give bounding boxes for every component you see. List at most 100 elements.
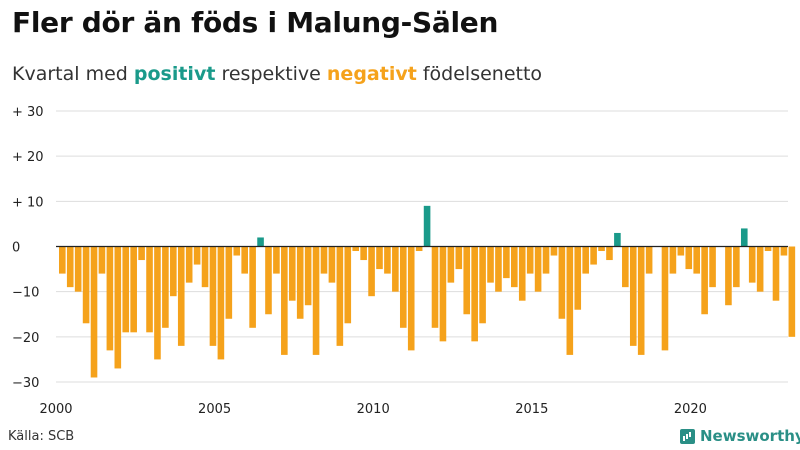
bar-negative: [217, 246, 225, 360]
bar-negative: [273, 246, 280, 274]
y-tick-labels: + 30 + 20 + 10 0 −10 −20 −30: [12, 105, 44, 391]
bar-negative: [177, 246, 185, 346]
subtitle-middle: respektive: [215, 63, 327, 85]
bar-negative: [661, 246, 669, 351]
x-tick-label: 2020: [674, 402, 707, 417]
y-tick-label: 0: [12, 241, 20, 256]
bar-negative: [122, 246, 130, 333]
bar-negative: [487, 246, 494, 283]
bar-negative: [709, 246, 716, 288]
bar-negative: [574, 246, 582, 310]
bar-negative: [170, 246, 177, 297]
source-note: Källa: SCB: [8, 429, 75, 444]
bar-negative: [106, 246, 114, 351]
bar-negative: [733, 246, 740, 288]
bar-negative: [455, 246, 463, 270]
bar-negative: [685, 246, 693, 270]
bar-negative: [748, 246, 756, 283]
bar-negative: [479, 246, 486, 324]
y-tick-label: + 30: [12, 105, 44, 120]
bar-negative: [534, 246, 542, 292]
bar-negative: [701, 246, 708, 315]
bar-negative: [185, 246, 193, 283]
bar-positive: [257, 237, 264, 247]
bar-negative: [98, 246, 106, 274]
bar-negative: [399, 246, 407, 328]
bar-negative: [249, 246, 256, 328]
bar-negative: [566, 246, 574, 355]
bar-negative: [590, 246, 597, 265]
bar-negative: [209, 246, 217, 346]
x-tick-label: 2000: [39, 402, 72, 417]
bar-negative: [629, 246, 637, 346]
subtitle-suffix: födelsenetto: [416, 63, 543, 85]
bar-negative: [241, 246, 248, 274]
bar-negative: [233, 246, 241, 256]
bar-negative: [622, 246, 629, 288]
bar-negative: [415, 246, 423, 252]
bar-negative: [495, 246, 502, 292]
bar-negative: [154, 246, 161, 360]
bar-negative: [281, 246, 288, 355]
bar-negative: [447, 246, 455, 283]
subtitle-prefix: Kvartal med: [12, 63, 134, 85]
bar-negative: [431, 246, 439, 328]
bar-negative: [376, 246, 383, 270]
bar-negative: [645, 246, 653, 274]
x-tick-label: 2010: [357, 402, 390, 417]
bar-negative: [598, 246, 605, 252]
x-tick-labels: 2000 2005 2010 2015 2020: [39, 402, 706, 417]
newsworthy-logo: Newsworthy: [680, 427, 800, 445]
bar-negative: [637, 246, 645, 355]
bar-negative: [146, 246, 153, 333]
bar-negative: [407, 246, 415, 351]
bar-negative: [788, 246, 796, 337]
bar-positive: [740, 228, 748, 247]
bar-negative: [439, 246, 447, 342]
bar-negative: [725, 246, 732, 306]
bar-negative: [90, 246, 98, 378]
subtitle-positive-word: positivt: [133, 63, 216, 85]
bar-negative: [693, 246, 700, 274]
bar-negative: [288, 246, 296, 301]
bar-negative: [138, 246, 145, 261]
bar-negative: [162, 246, 169, 328]
bar-negative: [114, 246, 122, 369]
bar-negative: [312, 246, 320, 355]
bar-negative: [59, 246, 66, 274]
y-tick-label: −20: [12, 331, 39, 346]
bar-negative: [780, 246, 788, 256]
bar-negative: [772, 246, 780, 301]
bar-negative: [344, 246, 352, 324]
bar-negative: [193, 246, 201, 265]
bar-negative: [328, 246, 336, 283]
bar-negative: [669, 246, 677, 274]
bar-negative: [526, 246, 534, 274]
bar-negative: [582, 246, 589, 274]
bar-negative: [360, 246, 367, 261]
y-tick-label: −10: [12, 286, 39, 301]
bar-negative: [66, 246, 74, 288]
x-tick-label: 2005: [198, 402, 231, 417]
bar-negative: [463, 246, 471, 315]
bar-negative: [471, 246, 478, 342]
chart-subtitle: Kvartal med positivt respektive negativt…: [12, 63, 542, 85]
y-tick-label: −30: [12, 376, 39, 391]
bar-negative: [201, 246, 209, 288]
bar-negative: [764, 246, 772, 252]
bar-negative: [384, 246, 391, 274]
bar-negative: [368, 246, 375, 297]
bar-positive: [423, 205, 431, 247]
bar-negative: [518, 246, 526, 301]
bar-negative: [74, 246, 82, 292]
bar-negative: [225, 246, 233, 319]
bar-negative: [558, 246, 566, 319]
bar-negative: [130, 246, 137, 333]
bar-negative: [392, 246, 399, 292]
bar-negative: [511, 246, 518, 288]
bar-negative: [503, 246, 510, 279]
bar-negative: [550, 246, 558, 256]
bar-negative: [756, 246, 764, 292]
bar-negative: [304, 246, 312, 306]
